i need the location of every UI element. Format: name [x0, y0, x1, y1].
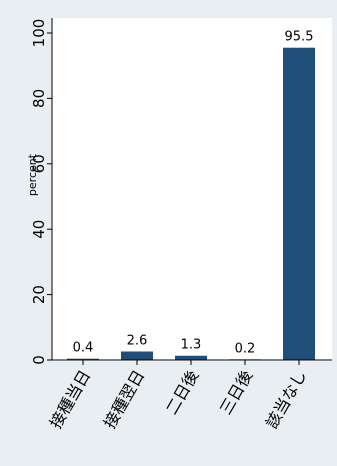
x-tick-label-5: 該当なし — [262, 367, 310, 432]
x-tick-label-3: 二日後 — [162, 367, 202, 418]
value-label-3: 1.3 — [181, 338, 202, 353]
bar-3 — [175, 355, 207, 360]
bar-1 — [67, 358, 99, 360]
y-tick-label-60: 60 — [30, 154, 48, 173]
y-tick-label-20: 20 — [30, 285, 48, 304]
x-tick-label-4: 三日後 — [216, 367, 256, 418]
bar-5 — [283, 47, 315, 361]
y-axis-title: percent — [26, 153, 39, 196]
y-tick-label-80: 80 — [30, 89, 48, 108]
y-tick-label-100: 100 — [30, 19, 48, 48]
value-label-4: 0.2 — [235, 341, 256, 356]
x-tick-label-2: 接種翌日 — [100, 367, 148, 432]
x-tick-label-1: 接種当日 — [46, 367, 94, 432]
value-label-2: 2.6 — [127, 333, 148, 348]
bar-2 — [121, 351, 153, 360]
value-label-1: 0.4 — [73, 341, 94, 356]
y-tick-label-0: 0 — [30, 355, 48, 365]
y-tick-label-40: 40 — [30, 220, 48, 239]
value-label-5: 95.5 — [285, 30, 314, 45]
